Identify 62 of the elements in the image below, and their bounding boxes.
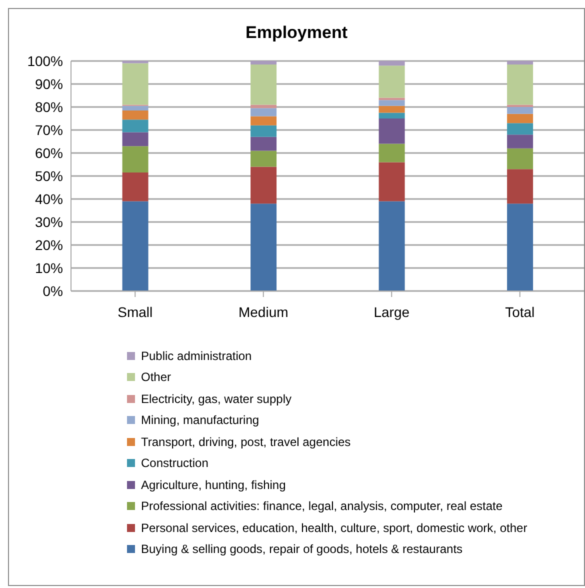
bar [507,134,534,148]
bar [378,112,405,118]
bar [122,106,148,110]
bar [378,66,405,98]
bar [378,61,405,66]
bar [507,169,534,204]
bar [122,201,148,291]
bar [250,61,277,64]
legend-label: Professional activities: finance, legal, analysis, computer, real estate [141,499,503,514]
bar [507,114,534,124]
y-tick-label: 0% [42,282,63,299]
y-tick-label: 20% [34,236,63,253]
y-tick-label: 70% [34,122,63,138]
bar [250,104,277,108]
bar [250,116,277,126]
y-tick-label: 50% [34,168,63,184]
bar [507,148,534,170]
legend-label: Buying & selling goods, repair of goods, hotels & restaurants [141,542,463,556]
bar [250,125,277,137]
y-tick-label: 10% [34,260,63,276]
legend-label: Personal services, education, health, culture, sport, domestic work, other [141,520,528,535]
bar [378,118,405,144]
bar [250,64,277,105]
legend-label: Construction [141,456,208,470]
bar [122,110,148,120]
bar [122,120,148,132]
y-tick-label: 90% [34,76,63,92]
legend-label: Transport, driving, post, travel agencies [141,434,351,449]
bar [250,204,277,291]
bar [507,107,534,114]
bar [378,201,405,291]
y-tick-label: 80% [34,98,63,115]
bar [250,166,277,204]
y-tick-label: 30% [34,214,63,230]
y-tick-label: 100% [27,52,63,69]
y-tick-label: 60% [34,144,63,161]
bar [507,204,534,291]
chart-title: Employment [244,22,349,44]
bar [250,136,277,151]
x-tick-label: Large [374,304,410,320]
x-tick-label: Total [505,304,535,320]
bar [507,61,534,64]
bar [378,144,405,162]
legend-label: Public administration [141,348,252,363]
bar [250,150,277,167]
legend-label: Agriculture, hunting, fishing [141,478,286,492]
legend-label: Other [141,370,172,384]
bar [122,132,148,146]
bar [378,100,405,106]
bar [378,162,405,202]
x-tick-label: Medium [238,304,288,320]
bar [122,146,148,173]
bar [122,172,148,202]
y-tick-label: 40% [34,190,63,207]
legend-label: Mining, manufacturing [141,413,260,428]
bar [378,106,405,113]
bar [250,108,277,116]
x-tick-label: Small [118,304,153,320]
bar [507,64,534,105]
legend-label: Electricity, gas, water supply [141,392,292,406]
bar [507,123,534,135]
bar [122,63,148,105]
